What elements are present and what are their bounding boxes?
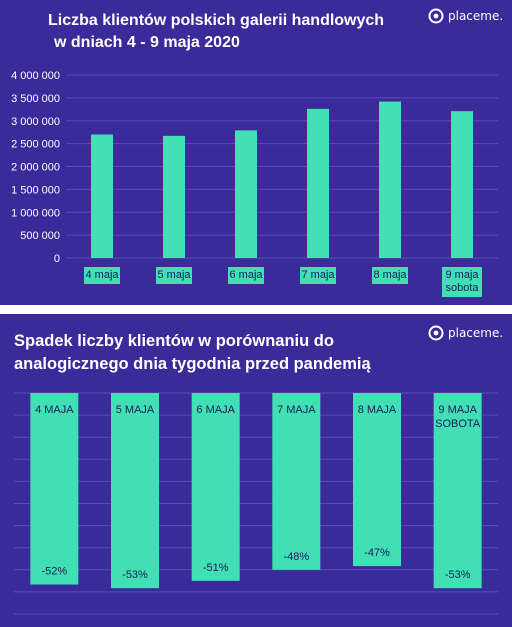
bottom-chart-panel: Spadek liczby klientów w porównaniu do a… [0,314,512,627]
top-chart-panel: Liczba klientów polskich galerii handlow… [0,0,512,305]
bar [91,134,113,258]
customer-count-bar-chart: 0 500 000 1 000 000 1 500 000 2 000 000 2 500… [11,70,498,297]
y-tick-label: 3 500 000 [11,93,60,105]
bottom-chart-title-line1: Spadek liczby klientów w porównaniu do [14,332,334,350]
bar [163,135,185,258]
x-tick-label: 5 maja [157,269,191,281]
data-label: -52% [41,566,67,578]
placeme-logo: placeme. [428,325,503,341]
bar [235,130,257,258]
y-tick-label: 3 000 000 [11,116,60,128]
x-tick-label: 7 maja [301,269,335,281]
bar [191,393,240,581]
x-tick-label: 8 maja [373,269,407,281]
placeme-logo: placeme. [428,8,503,24]
x-tick-label: 9 MAJA SOBOTA [435,404,481,430]
bar [433,393,482,589]
x-tick-label: 8 MAJA [358,404,397,416]
x-tick-label-bg [300,267,336,284]
bar [379,101,401,258]
bar [111,393,159,589]
placeme-logo-text: placeme. [448,326,504,340]
y-tick-label: 4 000 000 [11,70,60,82]
x-tick-label: 7 MAJA [277,404,316,416]
placeme-logo-text: placeme. [448,9,504,23]
bottom-chart-title-line2: analogicznego dnia tygodnia przed pandem… [14,355,371,373]
bottom-chart-title: Spadek liczby klientów w porównaniu do a… [14,330,414,376]
x-tick-label-bg [228,267,264,284]
x-tick-label: 9 maja sobota [445,269,479,294]
x-tick-label-bg [84,267,120,284]
y-tick-label: 2 000 000 [11,162,60,174]
x-tick-label-bg [156,267,192,284]
top-chart-title-line2: w dniach 4 - 9 maja 2020 [54,34,240,51]
bar [353,393,401,567]
y-tick-label: 0 [54,253,60,265]
data-label: -47% [364,547,390,559]
bar [451,111,473,258]
bar [30,393,79,585]
customer-decline-bar-chart: 4 MAJA -52% 5 MAJA -53% 6 MAJA -51% 7 MAJA -48%… [14,392,498,615]
data-label: -53% [445,569,471,581]
data-label: -48% [283,551,309,563]
data-label: -53% [122,569,148,581]
top-chart-title: Liczba klientów polskich galerii handlow… [48,10,418,54]
x-tick-label: 4 MAJA [35,404,74,416]
x-tick-label: 5 MAJA [116,404,155,416]
x-tick-label: 6 MAJA [196,404,235,416]
x-tick-label: 4 maja [85,269,119,281]
y-tick-label: 500 000 [20,230,60,242]
y-tick-label: 2 500 000 [11,139,60,151]
bar [307,108,329,258]
y-tick-label: 1 500 000 [11,184,60,196]
placeme-logo-icon [428,8,444,24]
placeme-logo-icon [428,325,444,341]
y-tick-label: 1 000 000 [11,207,60,219]
data-label: -51% [203,562,229,574]
x-tick-label-bg [372,267,408,284]
top-chart-title-line1: Liczba klientów polskich galerii handlow… [48,12,385,29]
bar [272,393,321,570]
x-tick-label-bg [442,267,482,297]
x-tick-label: 6 maja [229,269,263,281]
